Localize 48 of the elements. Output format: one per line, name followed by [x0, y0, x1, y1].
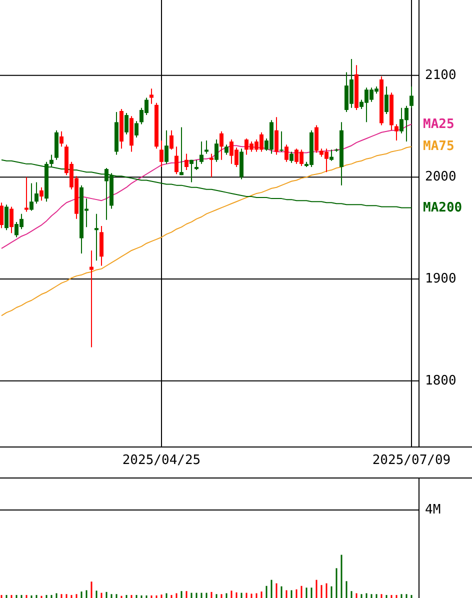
candlestick	[214, 138, 218, 162]
series-label: MA200	[423, 200, 462, 216]
candlestick	[4, 204, 8, 231]
candlestick	[24, 176, 28, 212]
candlestick	[274, 116, 278, 156]
candlestick	[170, 130, 174, 150]
candlestick	[280, 130, 284, 152]
candlestick	[94, 213, 98, 262]
x-tick-label: 2025/07/09	[372, 453, 451, 468]
x-tick-label: 2025/04/25	[122, 453, 201, 468]
y-tick-label: 2100	[425, 68, 456, 83]
y-tick-label: 2000	[425, 170, 456, 185]
candlestick	[410, 86, 414, 108]
candlestick	[200, 141, 204, 164]
candlestick	[40, 186, 44, 202]
series-label: MA75	[423, 139, 454, 154]
candlestick	[134, 120, 138, 138]
candlestick	[284, 144, 288, 162]
candlestick	[0, 202, 4, 229]
candlestick	[204, 140, 208, 154]
candlestick	[190, 159, 194, 183]
candlestick	[174, 146, 178, 175]
line-series	[1, 159, 412, 208]
candlestick	[184, 153, 188, 171]
candlestick	[180, 126, 184, 176]
text: 4M	[425, 502, 441, 518]
candlestick	[10, 206, 14, 234]
candlestick	[164, 130, 168, 164]
candlestick	[160, 140, 164, 168]
candlestick	[314, 124, 318, 154]
candlestick	[150, 88, 154, 104]
candlestick	[30, 182, 34, 212]
candlestick	[60, 130, 64, 148]
y-tick-label: 1900	[425, 272, 456, 287]
candlestick	[224, 144, 228, 156]
candlestick	[34, 182, 38, 204]
series-label: MA25	[423, 116, 454, 132]
candlestick	[194, 159, 198, 171]
candlestick	[210, 153, 214, 178]
candlestick	[124, 112, 128, 135]
candlestick	[90, 250, 94, 348]
candlestick	[330, 149, 334, 162]
candlestick	[384, 86, 388, 115]
candlestick	[290, 151, 294, 164]
candlestick	[394, 124, 398, 142]
y-tick-label: 1800	[425, 373, 456, 388]
candlestick	[220, 130, 224, 160]
line-series	[1, 146, 412, 316]
